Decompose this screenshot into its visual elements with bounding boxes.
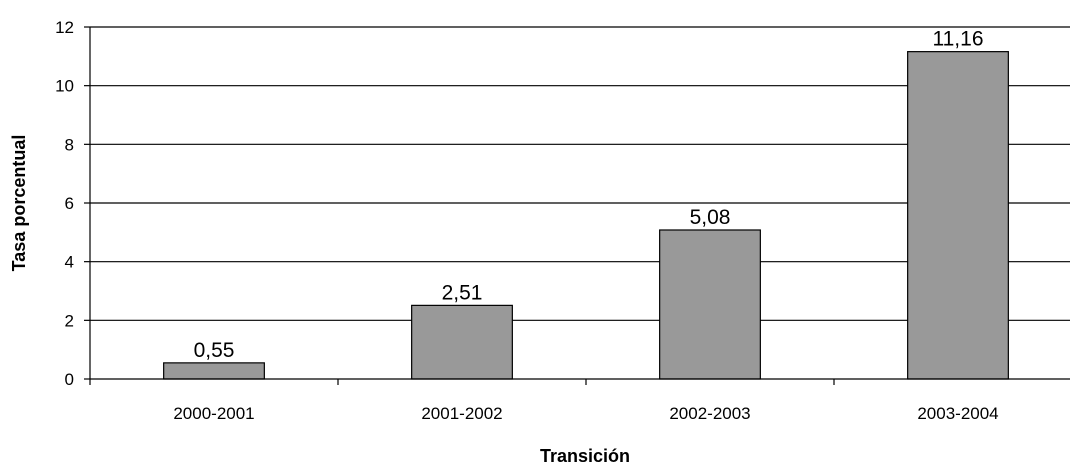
- bar: [163, 362, 265, 380]
- x-tick-label: 2002-2003: [669, 404, 750, 423]
- y-tick-label: 4: [65, 253, 74, 272]
- x-tick-label: 2000-2001: [173, 404, 254, 423]
- y-tick-label: 2: [65, 311, 74, 330]
- bar: [411, 304, 513, 380]
- bar: [659, 229, 761, 380]
- data-label: 0,55: [194, 339, 235, 362]
- bars: [163, 51, 1009, 380]
- y-tick-label: 12: [55, 18, 74, 37]
- y-tick-label: 10: [55, 77, 74, 96]
- y-axis-title: Tasa porcentual: [9, 135, 29, 272]
- y-tick-label: 8: [65, 135, 74, 154]
- labels: 0,55 2,51 5,08 11,16 0 2 4 6 8 10 12 2000-2001 2001-…: [55, 18, 999, 423]
- bar: [907, 51, 1009, 380]
- y-tick-label: 0: [65, 370, 74, 389]
- y-tick-label: 6: [65, 194, 74, 213]
- axes: [84, 26, 1070, 385]
- x-axis-title: Transición: [540, 446, 630, 466]
- data-label: 11,16: [933, 28, 984, 51]
- x-tick-label: 2003-2004: [917, 404, 998, 423]
- data-label: 5,08: [690, 206, 731, 229]
- data-label: 2,51: [442, 281, 483, 304]
- x-tick-label: 2001-2002: [421, 404, 502, 423]
